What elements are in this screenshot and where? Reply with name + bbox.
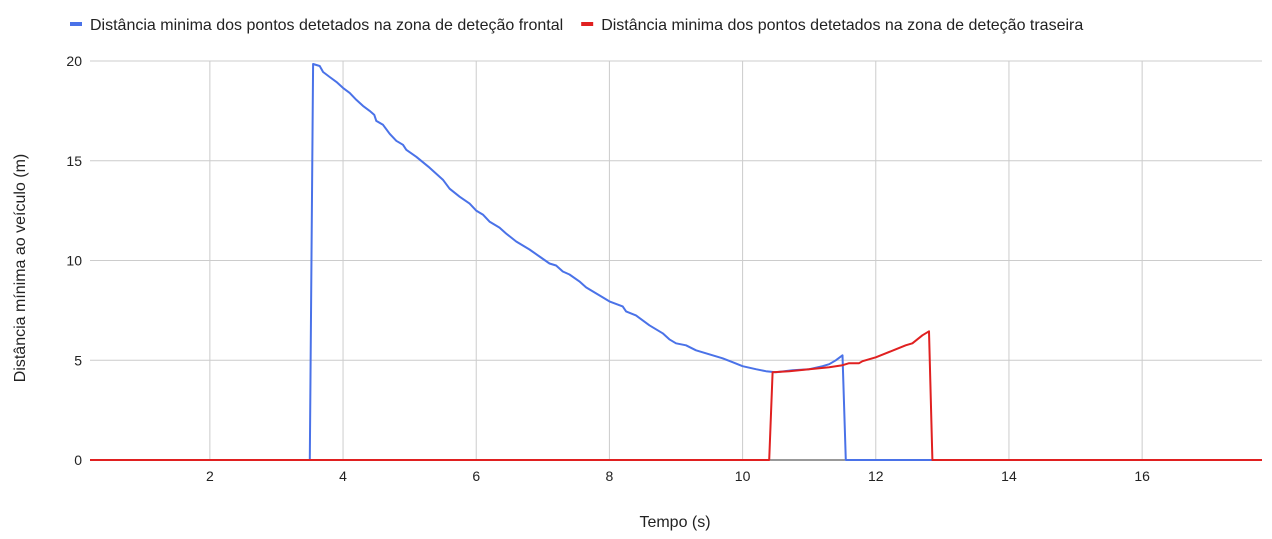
y-tick-label: 15: [66, 153, 82, 169]
x-tick-label: 2: [206, 468, 214, 484]
series-line-1: [90, 63, 1262, 461]
y-tick-label: 5: [74, 352, 82, 368]
x-tick-label: 8: [606, 468, 614, 484]
x-axis-ticks: 2 4 6 8 10 12 14 16: [206, 468, 1150, 484]
series-line-2: [90, 330, 1262, 461]
y-tick-label: 0: [74, 452, 82, 468]
legend-item-2[interactable]: Distância minima dos pontos detetados na…: [581, 17, 1083, 34]
x-tick-label: 16: [1134, 468, 1150, 484]
x-tick-label: 10: [735, 468, 751, 484]
legend-label: Distância minima dos pontos detetados na…: [601, 17, 1083, 34]
x-tick-label: 4: [339, 468, 347, 484]
series-lines: [90, 63, 1262, 461]
grid: [90, 60, 1262, 460]
legend-label: Distância minima dos pontos detetados na…: [90, 17, 563, 34]
x-tick-label: 14: [1001, 468, 1017, 484]
legend-item-1[interactable]: Distância minima dos pontos detetados na…: [70, 17, 563, 34]
legend[interactable]: Distância minima dos pontos detetados na…: [70, 17, 1083, 34]
legend-swatch: [70, 22, 82, 26]
y-tick-label: 20: [66, 53, 82, 69]
x-tick-label: 6: [472, 468, 480, 484]
y-axis-title: Distância mínima ao veículo (m): [12, 154, 29, 383]
x-tick-label: 12: [868, 468, 884, 484]
y-tick-label: 10: [66, 253, 82, 269]
legend-swatch: [581, 22, 594, 26]
y-axis-ticks: 0 5 10 15 20: [66, 53, 82, 468]
x-axis-title: Tempo (s): [639, 514, 710, 531]
